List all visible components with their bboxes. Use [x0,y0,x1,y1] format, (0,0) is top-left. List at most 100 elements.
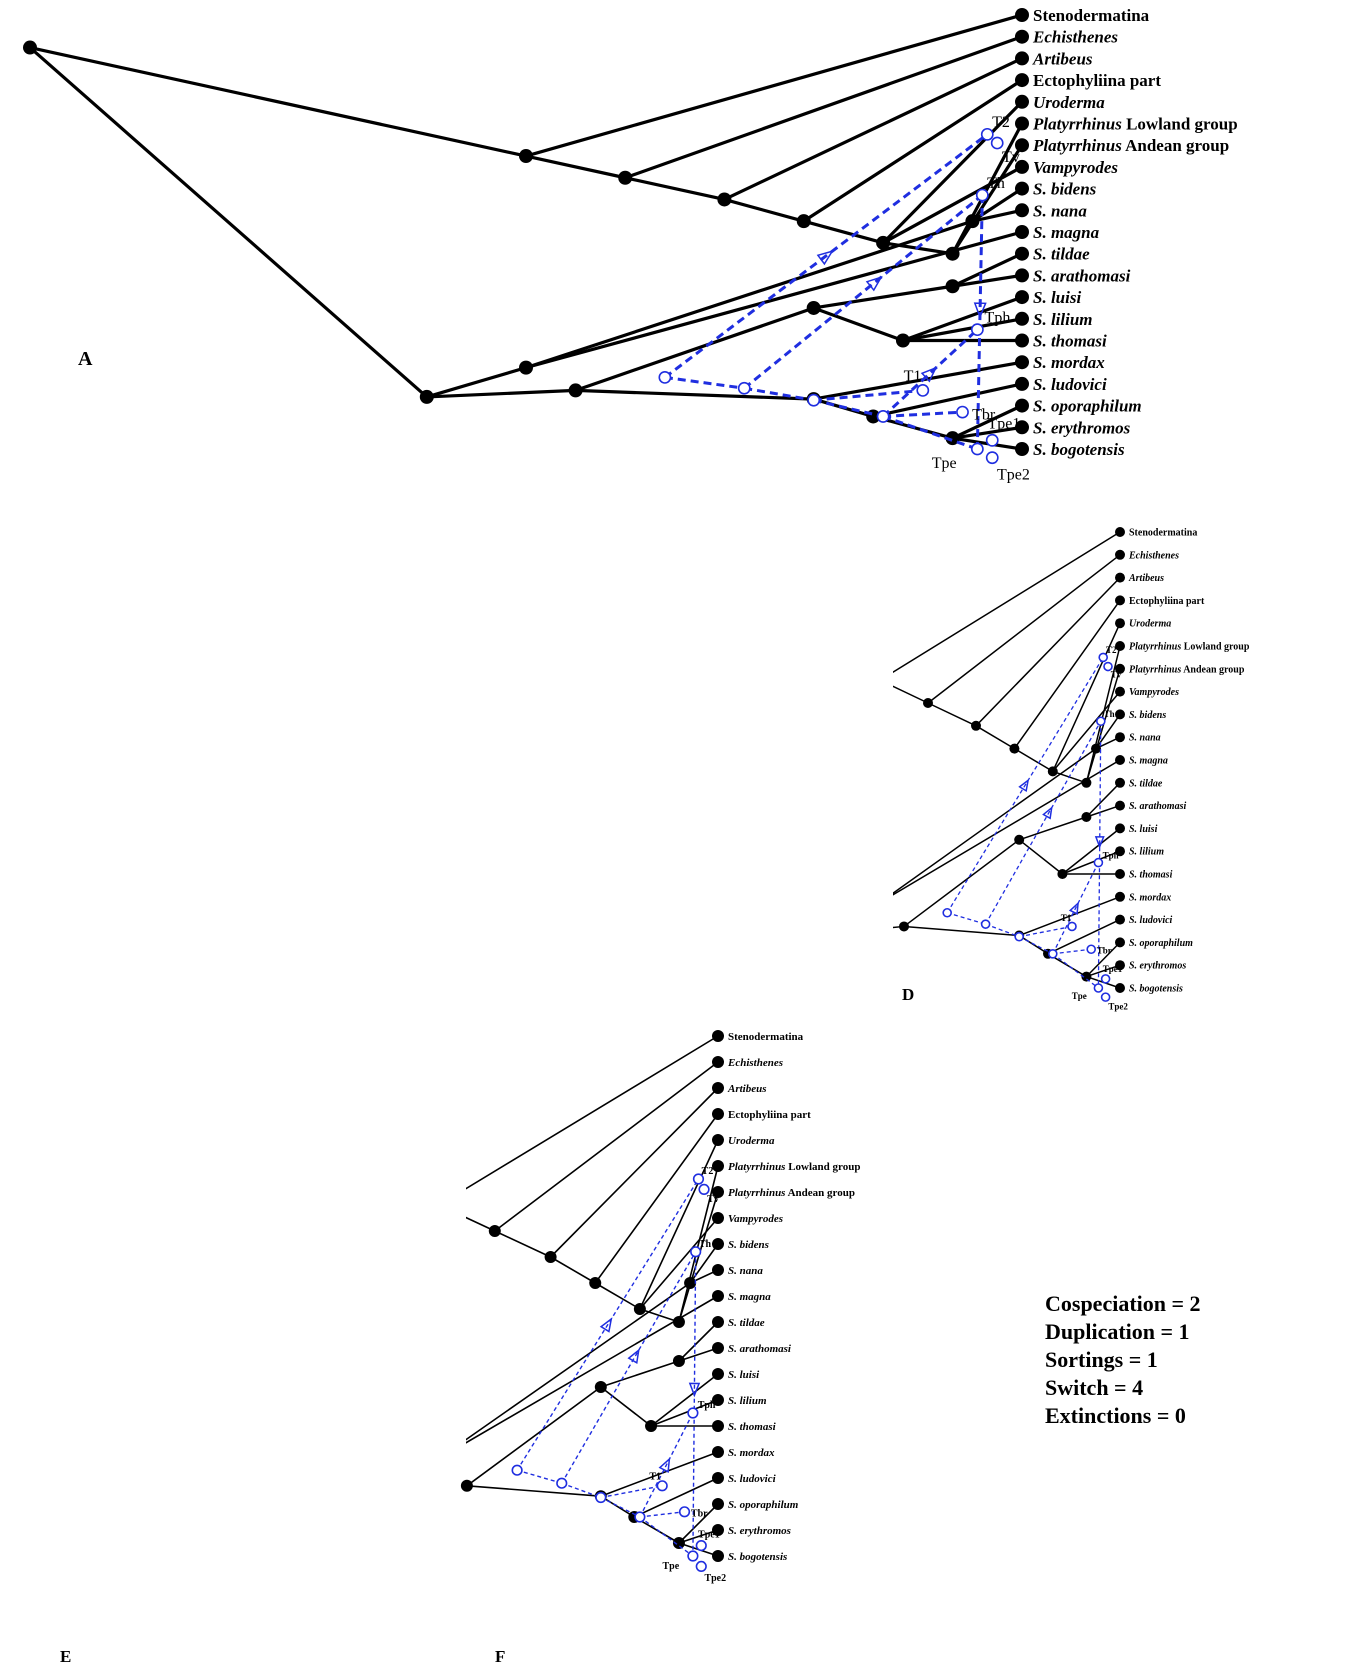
tip-label: Stenodermatina [728,1031,804,1043]
tip-label: S. arathomasi [728,1343,792,1355]
tip-node [1115,823,1125,834]
tip-label: Stenodermatina [1129,528,1197,539]
tip-node [1015,138,1029,153]
branch [927,702,977,727]
tip-label: S. ludovici [1033,375,1107,394]
tip-label-genus: S. luisi [1033,288,1081,307]
branch [1085,668,1121,784]
tip-label: Artibeus [1032,49,1093,68]
internal-node [1081,812,1092,822]
event-circle [807,393,821,407]
tip-label-text: Lowland group [1122,114,1238,133]
tip-label-genus: S. tildae [728,1317,765,1329]
event-circle [985,451,999,465]
host-switch-path [516,1178,700,1471]
event-circle [1100,974,1111,984]
tip-label: S. nana [728,1265,763,1277]
tip-label: S. bidens [1129,710,1166,721]
tip-label: S. erythromos [1033,418,1131,437]
host-switch-path [985,923,1020,938]
switch-direction-arrow [865,275,883,292]
event-circle [1100,992,1111,1002]
tip-node [1015,420,1029,435]
event-circle [556,1477,568,1489]
tip-label-genus: S. mordax [728,1447,775,1459]
internal-node [717,192,732,207]
event-circle [970,442,984,456]
tip-label: S. ludovici [1129,915,1173,926]
branch [1018,816,1088,841]
tip-label-genus: Vampyrodes [1129,687,1179,698]
tip-label: S. tildae [728,1317,765,1329]
tip-label: S. nana [1129,733,1161,744]
tip-label: Echisthenes [1032,28,1118,47]
tip-label-genus: S. ludovici [1129,915,1173,926]
branch [438,1295,719,1460]
cospeciation-count: Cospeciation = 2 [1045,1291,1201,1316]
host-switch-path [882,328,979,418]
branch [1013,747,1054,773]
tip-node [1015,333,1029,348]
branch [493,1230,552,1258]
event-circle [658,370,672,384]
branch [466,1485,602,1497]
event-cost-summary: Cospeciation = 2 Duplication = 1 Sorting… [1045,1290,1201,1430]
tip-label-genus: Artibeus [1032,49,1093,68]
tip-label: S. thomasi [1033,331,1107,350]
tip-label-genus: Echisthenes [1032,28,1118,47]
branch [901,295,1024,343]
host-switch-path [663,133,989,379]
switch-direction-arrow [627,1348,640,1365]
branch [28,45,429,399]
tip-node [712,1030,724,1042]
tip-label: S. magna [1033,223,1100,242]
tip-label: S. luisi [728,1369,760,1381]
event-circle [1014,931,1025,942]
branch [879,531,1121,681]
tip-node [1015,203,1029,218]
tip-node [1115,527,1125,537]
tip-label-genus: S. ludovici [1033,375,1107,394]
tip-label: Vampyrodes [1033,158,1118,177]
host-switch-path [975,195,984,450]
tip-node [712,1498,724,1510]
branch [1085,804,1121,818]
tip-node [1115,595,1125,606]
tip-label-text: Ectophyliina part [1129,596,1205,607]
tip-node [1015,51,1029,66]
tip-label-text: Stenodermatina [1033,6,1150,25]
branch [689,1243,719,1284]
branch [1085,782,1121,818]
tip-label-genus: Uroderma [728,1135,775,1147]
tip-node [1115,549,1125,560]
event-label: Th [699,1239,712,1250]
branch [1018,839,1064,875]
tip-label-genus: S. lilium [1129,847,1164,858]
tip-node [712,1264,724,1276]
event-circle [916,384,930,397]
tip-label: S. bogotensis [1033,440,1125,459]
tip-node [712,1550,724,1562]
tip-node [1015,116,1029,131]
internal-node [633,1303,646,1315]
host-switch-path [1018,936,1054,955]
tip-node [712,1134,724,1146]
tip-label-genus: Artibeus [727,1083,767,1095]
branch [493,1061,719,1232]
internal-node [594,1381,607,1393]
tip-node [1115,846,1125,857]
tip-node [1115,914,1125,925]
switch-direction-arrow [1018,778,1030,793]
tip-label-genus: S. nana [728,1265,763,1277]
event-circle [975,188,989,202]
tip-label: Platyrrhinus Lowland group [728,1161,860,1173]
event-label: T1 [1061,913,1072,923]
tip-label-genus: Platyrrhinus [1129,664,1181,675]
event-circle [942,907,953,918]
event-circle [985,433,999,447]
tip-node [1115,891,1125,902]
tip-label-text: Ectophyliina part [1033,71,1161,90]
host-switch-path [1052,953,1099,989]
tip-node [1115,960,1125,971]
branch [573,388,816,401]
